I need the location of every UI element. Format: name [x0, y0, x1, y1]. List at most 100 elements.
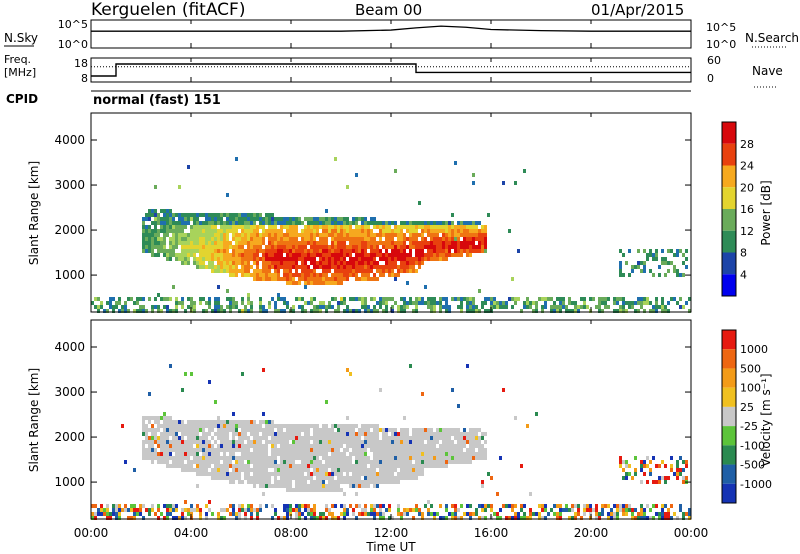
- heat-cell: [448, 440, 451, 444]
- heat-cell: [361, 428, 364, 432]
- heat-cell: [325, 229, 328, 233]
- heat-cell: [364, 253, 367, 257]
- heat-cell: [304, 265, 307, 269]
- heat-cell: [316, 229, 319, 233]
- heat-cell: [346, 436, 349, 440]
- heat-cell: [328, 508, 331, 512]
- heat-cell: [331, 512, 334, 516]
- heat-cell: [337, 468, 340, 472]
- heat-cell: [286, 217, 289, 221]
- heat-cell: [196, 436, 199, 440]
- heat-cell: [250, 265, 253, 269]
- heat-cell: [235, 460, 238, 464]
- heat-cell: [388, 476, 391, 480]
- heat-cell: [154, 440, 157, 444]
- heat-cell: [166, 424, 169, 428]
- heat-cell: [382, 452, 385, 456]
- heat-cell: [409, 257, 412, 261]
- heat-cell: [430, 225, 433, 229]
- heat-cell: [172, 245, 175, 249]
- heat-cell: [334, 265, 337, 269]
- heat-cell: [523, 169, 526, 173]
- heat-cell: [223, 456, 226, 460]
- heat-cell: [409, 476, 412, 480]
- heat-cell: [430, 301, 433, 305]
- heat-cell: [316, 273, 319, 277]
- heat-cell: [283, 468, 286, 472]
- heat-cell: [160, 456, 163, 460]
- heat-cell: [268, 420, 271, 424]
- heat-cell: [286, 476, 289, 480]
- heat-cell: [187, 424, 190, 428]
- heat-cell: [229, 225, 232, 229]
- heat-cell: [601, 508, 604, 512]
- heat-cell: [349, 229, 352, 233]
- heat-cell: [205, 309, 208, 313]
- heat-cell: [205, 229, 208, 233]
- heat-cell: [388, 241, 391, 245]
- heat-cell: [160, 512, 163, 516]
- heat-cell: [622, 460, 625, 464]
- time-tick-label: 00:00: [74, 526, 109, 540]
- heat-cell: [601, 512, 604, 516]
- heat-cell: [157, 245, 160, 249]
- heat-cell: [475, 428, 478, 432]
- heat-cell: [283, 432, 286, 436]
- heat-cell: [253, 464, 256, 468]
- heat-cell: [382, 225, 385, 229]
- heat-cell: [286, 464, 289, 468]
- heat-cell: [202, 440, 205, 444]
- heat-cell: [307, 273, 310, 277]
- heat-cell: [556, 297, 559, 301]
- heat-cell: [163, 416, 166, 420]
- heat-cell: [460, 249, 463, 253]
- heat-cell: [526, 516, 529, 520]
- heat-cell: [319, 460, 322, 464]
- heat-cell: [247, 249, 250, 253]
- heat-cell: [220, 245, 223, 249]
- heat-cell: [655, 257, 658, 261]
- heat-cell: [325, 277, 328, 281]
- heat-cell: [355, 309, 358, 313]
- heat-cell: [202, 436, 205, 440]
- heat-cell: [649, 249, 652, 253]
- heat-cell: [340, 257, 343, 261]
- heat-cell: [328, 269, 331, 273]
- heat-cell: [160, 229, 163, 233]
- heat-cell: [148, 297, 151, 301]
- heat-cell: [157, 428, 160, 432]
- heat-cell: [373, 305, 376, 309]
- heat-cell: [304, 464, 307, 468]
- heat-cell: [382, 297, 385, 301]
- heat-cell: [280, 440, 283, 444]
- heat-cell: [376, 241, 379, 245]
- heat-cell: [109, 297, 112, 301]
- heat-cell: [472, 452, 475, 456]
- heat-cell: [454, 241, 457, 245]
- heat-cell: [325, 472, 328, 476]
- heat-cell: [676, 460, 679, 464]
- heat-cell: [619, 249, 622, 253]
- heat-cell: [229, 265, 232, 269]
- heat-cell: [190, 424, 193, 428]
- heat-cell: [559, 508, 562, 512]
- heat-cell: [244, 420, 247, 424]
- heat-cell: [193, 225, 196, 229]
- heat-cell: [334, 217, 337, 221]
- heat-cell: [298, 468, 301, 472]
- heat-cell: [430, 257, 433, 261]
- heat-cell: [673, 265, 676, 269]
- heat-cell: [265, 277, 268, 281]
- heat-cell: [307, 217, 310, 221]
- heat-cell: [169, 464, 172, 468]
- heat-cell: [220, 237, 223, 241]
- heat-cell: [340, 468, 343, 472]
- heat-cell: [340, 221, 343, 225]
- heat-cell: [379, 233, 382, 237]
- heat-cell: [454, 444, 457, 448]
- heat-cell: [445, 301, 448, 305]
- heat-cell: [481, 241, 484, 245]
- heat-cell: [310, 456, 313, 460]
- heat-cell: [322, 229, 325, 233]
- heat-cell: [217, 269, 220, 273]
